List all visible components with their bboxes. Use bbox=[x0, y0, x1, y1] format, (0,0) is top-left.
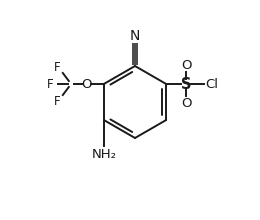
Text: S: S bbox=[181, 77, 191, 92]
Text: F: F bbox=[47, 77, 53, 90]
Text: N: N bbox=[130, 29, 140, 43]
Text: F: F bbox=[54, 61, 60, 73]
Text: O: O bbox=[181, 59, 191, 72]
Text: O: O bbox=[181, 97, 191, 110]
Text: F: F bbox=[54, 95, 60, 108]
Text: Cl: Cl bbox=[206, 77, 219, 90]
Text: NH₂: NH₂ bbox=[91, 147, 116, 161]
Text: O: O bbox=[82, 77, 92, 90]
